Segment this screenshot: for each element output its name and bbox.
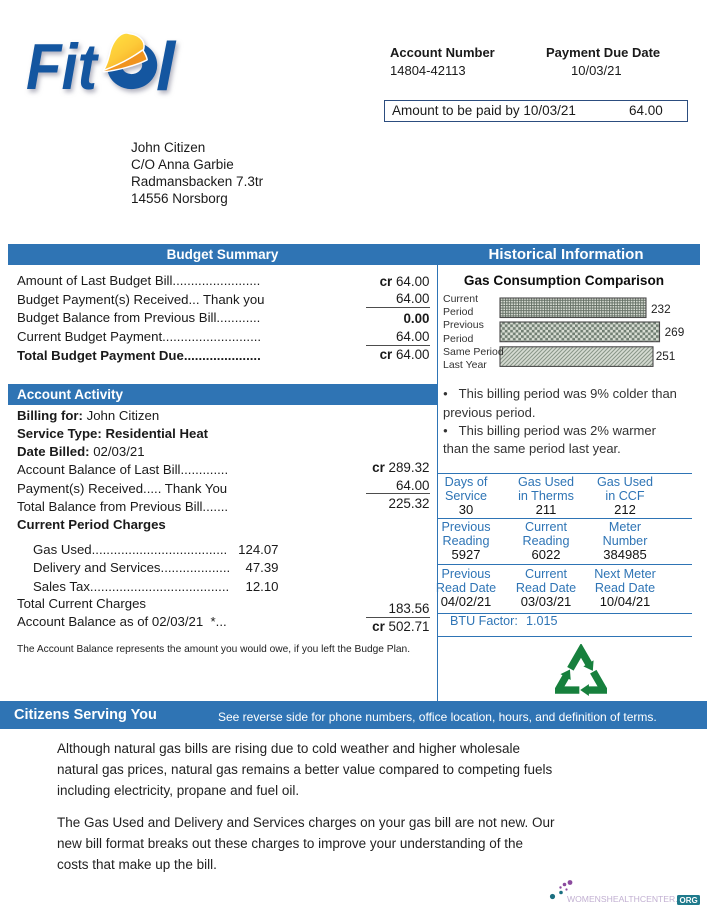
svg-text:Fit: Fit xyxy=(26,31,99,103)
svg-text:l: l xyxy=(156,29,177,105)
